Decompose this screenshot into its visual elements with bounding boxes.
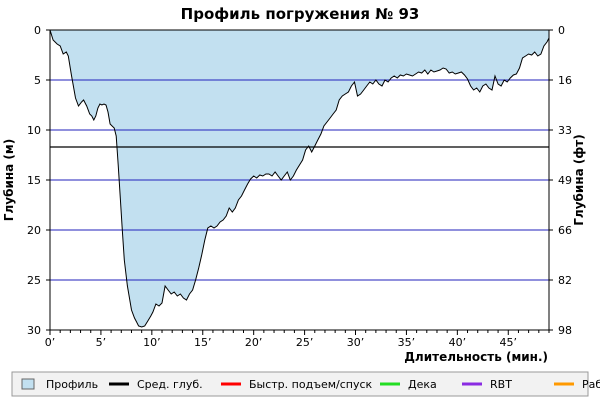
x-tick-label: 10’ <box>143 336 161 349</box>
y-tick-label-right: 98 <box>558 324 572 337</box>
legend: Профиль Сред. глуб. Быстр. подъем/спуск Дек… <box>11 371 600 397</box>
legend-label: Сред. глуб. <box>137 378 203 391</box>
x-axis-label: Длительность (мин.) <box>404 350 548 364</box>
x-axis: 0’ 5’ 10’ 15’ 20’ 25’ 30’ 35’ 40’ 45’ <box>45 330 550 349</box>
y-tick-label-right: 66 <box>558 224 572 237</box>
legend-item: Профиль <box>21 378 98 391</box>
legend-item: Дека <box>380 378 437 391</box>
x-tick-label: 40’ <box>449 336 467 349</box>
legend-label: Дека <box>408 378 437 391</box>
y-tick-label-right: 82 <box>558 274 572 287</box>
x-tick-label: 0’ <box>45 336 56 349</box>
legend-frame <box>11 371 589 397</box>
legend-item: RBT <box>462 378 512 391</box>
legend-item: Сред. глуб. <box>109 378 203 391</box>
plot-area <box>49 29 550 331</box>
legend-label: RBT <box>490 378 512 391</box>
legend-label: Профиль <box>46 378 98 391</box>
y-tick-label: 0 <box>34 24 41 37</box>
profile-line <box>49 29 550 328</box>
x-tick-label: 15’ <box>194 336 212 349</box>
x-tick-label: 5’ <box>96 336 107 349</box>
x-tick-label: 35’ <box>398 336 416 349</box>
legend-item: Быстр. подъем/спуск <box>221 378 373 391</box>
y-tick-label: 30 <box>27 324 41 337</box>
x-tick-label: 20’ <box>245 336 263 349</box>
y-tick-label: 25 <box>27 274 41 287</box>
y-axis-label-left: Глубина (м) <box>2 139 16 221</box>
x-tick-label: 45’ <box>500 336 518 349</box>
legend-items: Профиль Сред. глуб. Быстр. подъем/спуск Дек… <box>21 378 600 391</box>
y-tick-label: 5 <box>34 74 41 87</box>
y-axis-label-right: Глубина (фт) <box>572 134 586 225</box>
y-tick-label: 10 <box>27 124 41 137</box>
legend-label: Раб. <box>582 378 600 391</box>
y-tick-label-right: 49 <box>558 174 572 187</box>
x-tick-label: 30’ <box>347 336 365 349</box>
grid-lines <box>50 79 549 281</box>
chart-title: Профиль погружения № 93 <box>181 5 420 23</box>
y-tick-label-right: 33 <box>558 124 572 137</box>
legend-label: Быстр. подъем/спуск <box>249 378 373 391</box>
legend-swatch <box>21 378 35 390</box>
legend-item: Раб. <box>554 378 600 391</box>
y-tick-label: 15 <box>27 174 41 187</box>
x-tick-label: 25’ <box>296 336 314 349</box>
y-tick-label-right: 0 <box>558 24 565 37</box>
y-tick-label-right: 16 <box>558 74 572 87</box>
y-tick-label: 20 <box>27 224 41 237</box>
y-axis-left: 0 5 10 15 20 25 30 <box>27 24 50 337</box>
profile-area <box>50 30 549 327</box>
y-axis-right: 0 16 33 49 66 82 98 <box>549 24 572 337</box>
